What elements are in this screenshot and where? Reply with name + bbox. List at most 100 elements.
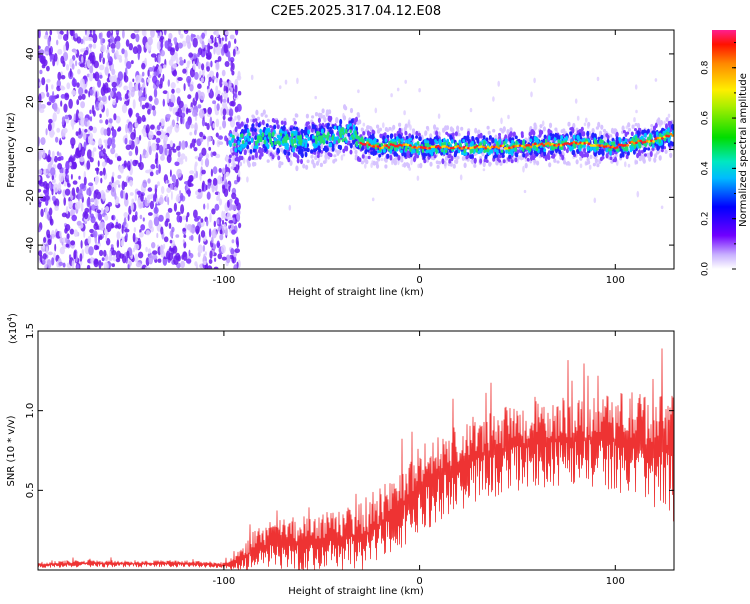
heatmap-cell [435, 160, 439, 165]
heatmap-cell [304, 126, 308, 132]
heatmap-cell [660, 205, 664, 210]
heatmap-cell [95, 245, 100, 250]
heatmap-cell [121, 224, 124, 234]
heatmap-cell [426, 147, 429, 150]
heatmap-cell [267, 127, 271, 132]
heatmap-cell [604, 145, 608, 148]
heatmap-cell [335, 117, 339, 123]
heatmap-cell [488, 161, 492, 167]
spectrogram-heatmap [38, 30, 674, 269]
heatmap-cell [202, 69, 205, 78]
heatmap-cell [148, 95, 153, 102]
heatmap-cell [110, 187, 116, 197]
heatmap-cell [355, 141, 358, 147]
heatmap-cell [39, 181, 45, 187]
heatmap-cell [234, 38, 237, 44]
heatmap-cell [607, 144, 610, 148]
heatmap-cell [206, 66, 211, 72]
heatmap-cell [110, 244, 114, 248]
heatmap-cell [341, 126, 345, 133]
heatmap-cell [322, 160, 327, 165]
heatmap-cell [113, 113, 117, 121]
heatmap-cell [147, 187, 153, 192]
heatmap-cell [187, 94, 192, 100]
heatmap-cell [536, 160, 540, 166]
heatmap-cell [180, 153, 186, 160]
heatmap-cell [99, 170, 103, 176]
heatmap-cell [609, 134, 613, 138]
heatmap-cell [196, 216, 201, 220]
heatmap-cell [38, 188, 42, 193]
heatmap-cell [157, 181, 160, 187]
heatmap-cell [39, 81, 42, 87]
heatmap-cell [265, 129, 269, 135]
heatmap-cell [365, 159, 369, 165]
heatmap-cell [615, 146, 619, 149]
heatmap-cell [42, 259, 46, 265]
heatmap-cell [329, 136, 332, 142]
heatmap-cell [97, 211, 101, 219]
heatmap-cell [401, 138, 404, 144]
heatmap-cell [137, 251, 144, 259]
heatmap-cell [216, 103, 220, 111]
heatmap-cell [205, 55, 212, 60]
heatmap-cell [88, 125, 94, 131]
heatmap-cell [228, 198, 233, 204]
heatmap-cell [108, 95, 111, 101]
heatmap-cell [587, 160, 591, 165]
heatmap-cell [316, 154, 320, 159]
heatmap-cell [71, 78, 77, 87]
heatmap-cell [180, 204, 185, 215]
heatmap-cell [543, 148, 547, 153]
heatmap-cell [94, 221, 98, 227]
heatmap-cell [473, 146, 477, 149]
heatmap-cell [83, 132, 87, 141]
heatmap-cell [89, 109, 92, 115]
heatmap-cell [374, 107, 378, 114]
heatmap-cell [166, 179, 170, 184]
heatmap-cell [128, 43, 133, 51]
heatmap-cell [457, 132, 461, 137]
heatmap-cell [51, 174, 54, 181]
heatmap-cell [185, 215, 188, 223]
heatmap-cell [124, 93, 129, 100]
heatmap-cell [475, 144, 479, 148]
heatmap-cell [74, 201, 80, 210]
heatmap-cell [152, 250, 158, 255]
x-tick-label: 0 [416, 275, 422, 286]
heatmap-cell [660, 137, 664, 140]
colorbar-label: Normalized spectral amplitude [738, 73, 749, 227]
heatmap-cell [630, 147, 633, 152]
heatmap-cell [424, 142, 428, 147]
heatmap-cell [142, 179, 148, 188]
heatmap-cell [140, 193, 144, 202]
heatmap-cell [361, 142, 365, 146]
heatmap-cell [548, 122, 553, 129]
heatmap-cell [168, 59, 174, 66]
heatmap-cell [147, 178, 151, 184]
heatmap-cell [611, 145, 615, 149]
heatmap-cell [531, 129, 534, 133]
heatmap-cell [398, 139, 401, 145]
heatmap-cell [69, 68, 72, 78]
heatmap-cell [204, 251, 207, 256]
heatmap-cell [435, 148, 438, 155]
heatmap-cell [387, 146, 391, 149]
heatmap-cell [500, 117, 503, 125]
heatmap-cell [479, 132, 483, 139]
heatmap-cell [409, 137, 412, 142]
heatmap-cell [501, 144, 505, 148]
heatmap-cell [182, 228, 187, 232]
heatmap-cell [92, 43, 97, 49]
heatmap-cell [600, 134, 604, 140]
heatmap-cell [628, 141, 632, 144]
heatmap-cell [488, 152, 491, 156]
heatmap-cell [223, 223, 227, 230]
heatmap-cell [418, 136, 422, 141]
heatmap-cell [39, 254, 43, 263]
heatmap-cell [187, 178, 192, 188]
heatmap-cell [279, 128, 283, 134]
heatmap-cell [69, 30, 75, 37]
heatmap-cell [376, 124, 380, 129]
heatmap-cell [415, 135, 419, 139]
